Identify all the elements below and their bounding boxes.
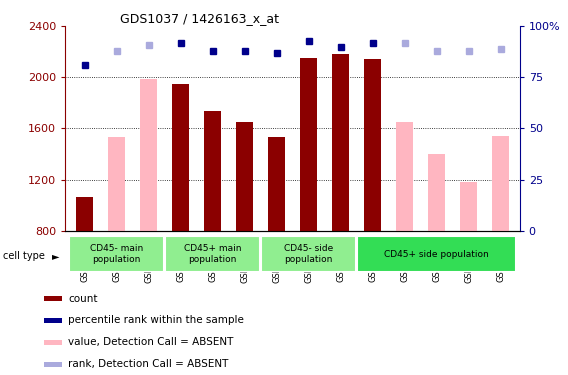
Bar <box>69 236 164 272</box>
Bar <box>44 318 62 323</box>
Text: ►: ► <box>52 251 60 261</box>
Bar <box>44 362 62 367</box>
Bar <box>44 340 62 345</box>
Bar <box>261 236 356 272</box>
Bar <box>108 137 126 231</box>
Text: CD45+ main
population: CD45+ main population <box>184 244 241 264</box>
Bar <box>236 122 253 231</box>
Bar <box>76 197 93 231</box>
Text: percentile rank within the sample: percentile rank within the sample <box>68 315 244 326</box>
Text: cell type: cell type <box>3 251 45 261</box>
Bar <box>268 137 285 231</box>
Bar <box>364 60 381 231</box>
Text: value, Detection Call = ABSENT: value, Detection Call = ABSENT <box>68 338 233 348</box>
Text: CD45- side
population: CD45- side population <box>284 244 333 264</box>
Bar <box>332 54 349 231</box>
Bar <box>357 236 516 272</box>
Bar <box>460 182 477 231</box>
Bar <box>204 111 222 231</box>
Bar <box>428 154 445 231</box>
Text: GDS1037 / 1426163_x_at: GDS1037 / 1426163_x_at <box>120 12 279 25</box>
Bar <box>44 296 62 301</box>
Bar <box>140 79 157 231</box>
Bar <box>396 122 414 231</box>
Bar <box>172 84 189 231</box>
Bar <box>165 236 260 272</box>
Bar <box>300 58 318 231</box>
Bar <box>492 136 509 231</box>
Text: CD45- main
population: CD45- main population <box>90 244 143 264</box>
Text: rank, Detection Call = ABSENT: rank, Detection Call = ABSENT <box>68 360 228 369</box>
Text: count: count <box>68 294 98 303</box>
Text: CD45+ side population: CD45+ side population <box>384 250 489 259</box>
